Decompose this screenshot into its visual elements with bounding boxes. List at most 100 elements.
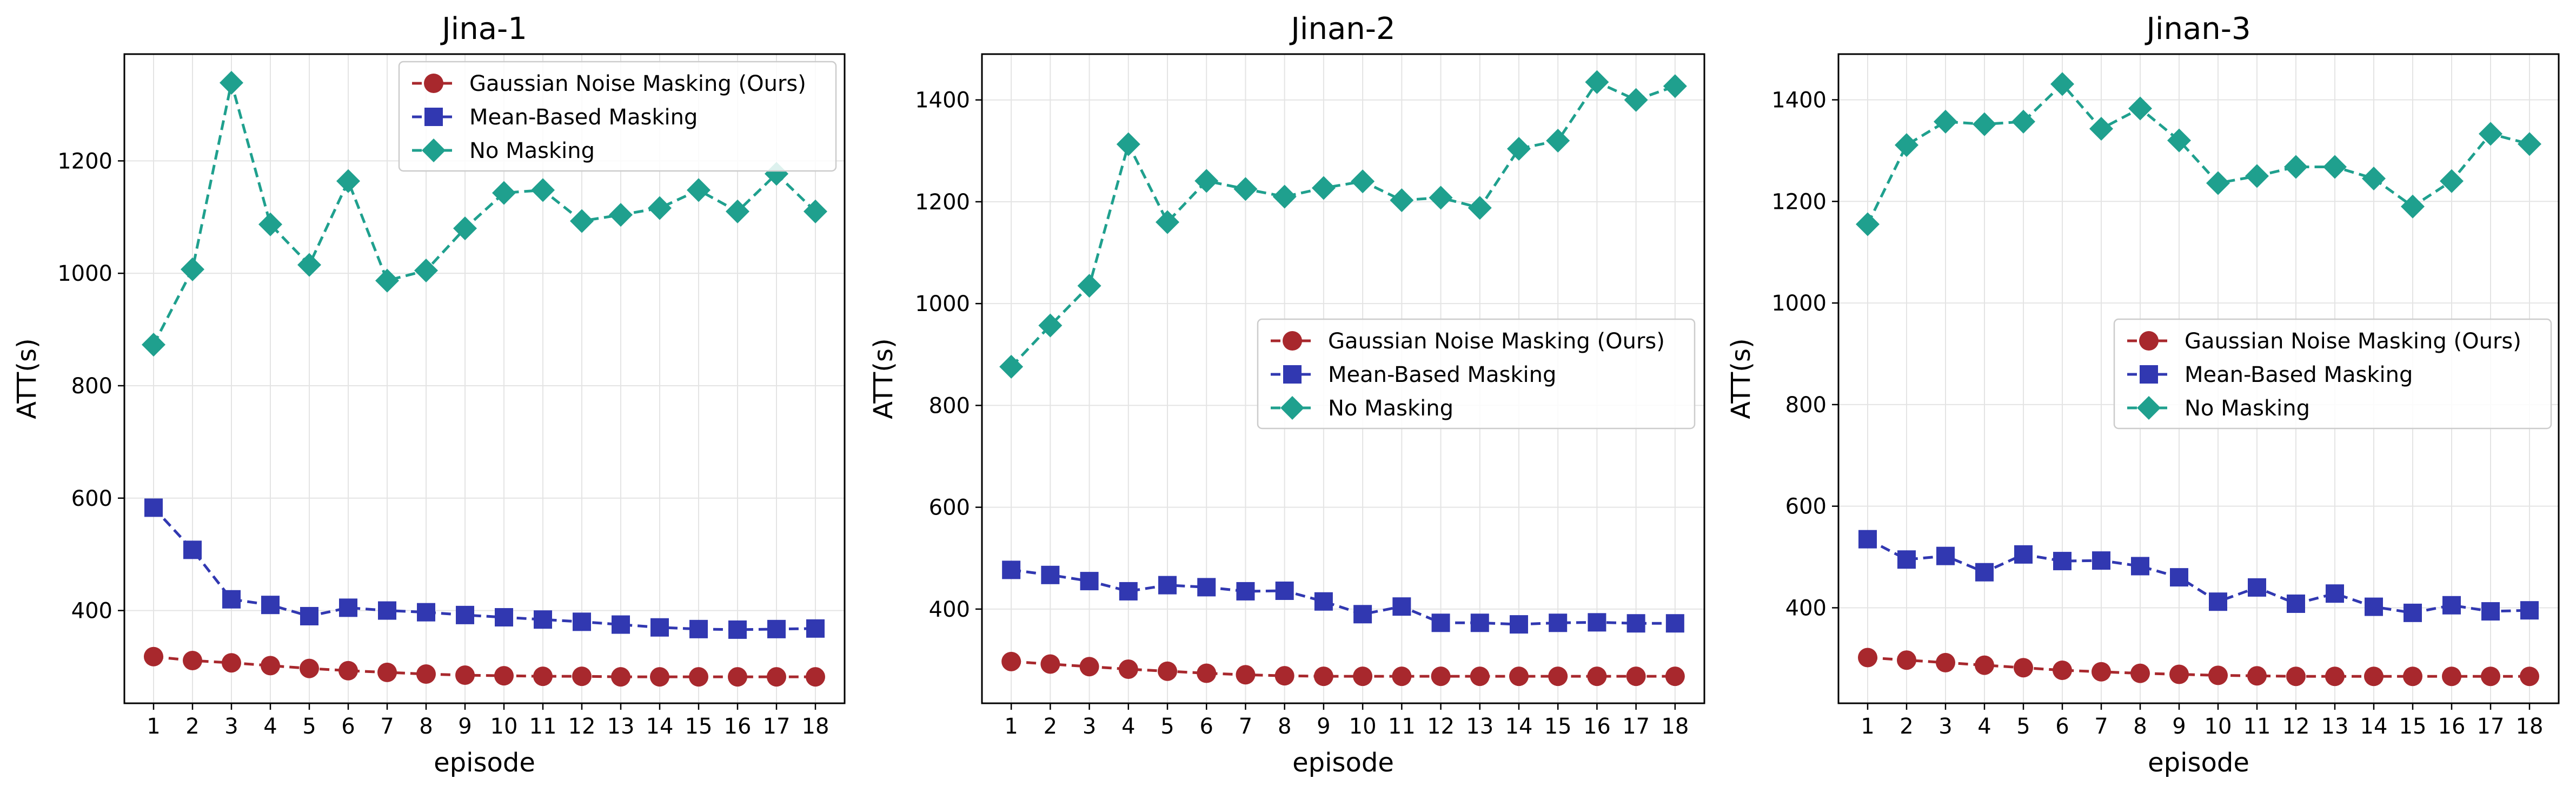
chart-title: Jinan-2 <box>1289 11 1395 47</box>
legend-label: No Masking <box>2185 396 2310 421</box>
x-tick-label: 17 <box>763 714 791 739</box>
x-tick-label: 4 <box>1121 714 1135 739</box>
data-point <box>2014 658 2033 678</box>
data-point <box>1080 572 1099 591</box>
data-point <box>999 354 1024 379</box>
x-tick-label: 1 <box>1004 714 1018 739</box>
data-point <box>1509 615 1528 634</box>
x-tick-label: 11 <box>529 714 557 739</box>
data-point <box>2169 664 2189 684</box>
data-point <box>1509 666 1529 687</box>
x-tick-label: 14 <box>646 714 674 739</box>
x-tick-label: 8 <box>1278 714 1291 739</box>
data-point <box>573 612 591 631</box>
data-point <box>2518 132 2541 156</box>
x-tick-label: 3 <box>1938 714 1952 739</box>
series-line <box>1866 82 2530 225</box>
series-line <box>1010 80 1676 368</box>
data-point <box>1275 582 1294 600</box>
x-tick-label: 15 <box>2399 714 2427 739</box>
x-tick-label: 13 <box>1466 714 1493 739</box>
chart-title: Jinan-3 <box>2145 11 2250 47</box>
x-tick-label: 12 <box>1427 714 1455 739</box>
data-point <box>1431 613 1450 632</box>
data-point <box>689 667 708 687</box>
legend-label: No Masking <box>1328 396 1453 421</box>
data-point <box>377 662 397 682</box>
x-tick-label: 9 <box>2172 714 2186 739</box>
data-point <box>2325 666 2345 687</box>
legend-item: Mean-Based Masking <box>412 105 698 130</box>
x-tick-label: 7 <box>2094 714 2108 739</box>
y-tick-label: 600 <box>929 496 970 520</box>
data-point <box>2326 584 2344 603</box>
y-tick-label: 600 <box>1785 494 1827 519</box>
legend-label: Mean-Based Masking <box>2185 362 2413 387</box>
legend-item: Gaussian Noise Masking (Ours) <box>1271 329 1665 354</box>
data-point <box>2401 194 2425 219</box>
data-point <box>1158 661 1178 681</box>
data-point <box>258 212 282 236</box>
data-point <box>726 199 749 223</box>
plot-area <box>999 70 1687 687</box>
data-point <box>261 656 280 676</box>
data-point <box>1975 563 1994 582</box>
x-tick-label: 16 <box>1583 714 1611 739</box>
legend: Gaussian Noise Masking (Ours) Mean-Based … <box>398 61 837 172</box>
data-point <box>1194 169 1219 193</box>
y-tick-label: 400 <box>1785 596 1827 621</box>
data-point <box>1470 613 1489 632</box>
legend-marker <box>424 108 443 126</box>
data-point <box>1156 210 1180 234</box>
legend-marker <box>422 138 446 162</box>
x-tick-label: 17 <box>1622 714 1650 739</box>
y-tick-label: 800 <box>929 393 970 418</box>
series-line <box>153 655 815 678</box>
data-point <box>2011 109 2035 134</box>
data-point <box>339 598 357 617</box>
data-point <box>1624 88 1648 112</box>
data-point <box>142 333 165 357</box>
x-tick-label: 18 <box>1661 714 1689 739</box>
legend-marker <box>2137 396 2161 420</box>
legend-label: Gaussian Noise Masking (Ours) <box>469 71 806 96</box>
data-point <box>648 196 672 220</box>
data-point <box>2130 663 2150 683</box>
data-point <box>183 651 202 671</box>
data-point <box>1236 665 1256 685</box>
data-point <box>1351 169 1375 194</box>
data-point <box>455 665 475 685</box>
x-axis-label: episode <box>434 748 535 778</box>
series-line <box>1011 660 1675 678</box>
x-tick-label: 10 <box>490 714 518 739</box>
data-point <box>689 619 708 638</box>
legend-item: Gaussian Noise Masking (Ours) <box>2127 329 2521 354</box>
data-point <box>1858 530 1877 549</box>
series-line <box>1867 538 2530 615</box>
legend-label: Mean-Based Masking <box>469 105 698 130</box>
x-tick-label: 6 <box>2055 714 2069 739</box>
x-tick-label: 6 <box>341 714 355 739</box>
data-point <box>806 619 825 638</box>
data-point <box>1038 313 1063 338</box>
data-point <box>650 618 669 637</box>
data-point <box>1856 212 1880 236</box>
data-point <box>1236 582 1255 600</box>
x-tick-label: 3 <box>1083 714 1096 739</box>
data-point <box>222 590 241 609</box>
x-tick-label: 1 <box>147 714 160 739</box>
data-point <box>2209 592 2227 611</box>
series-line <box>152 506 816 631</box>
y-tick-label: 1200 <box>1771 189 1827 214</box>
x-tick-label: 13 <box>2321 714 2349 739</box>
y-tick-label: 800 <box>1785 393 1827 418</box>
data-point <box>1626 614 1645 633</box>
data-point <box>2050 72 2074 96</box>
data-point <box>2170 568 2188 587</box>
data-point <box>2053 660 2072 680</box>
data-point <box>1626 666 1646 687</box>
data-point <box>531 178 555 202</box>
x-tick-label: 12 <box>2282 714 2310 739</box>
data-point <box>1548 666 1568 687</box>
y-tick-label: 1000 <box>57 261 112 286</box>
